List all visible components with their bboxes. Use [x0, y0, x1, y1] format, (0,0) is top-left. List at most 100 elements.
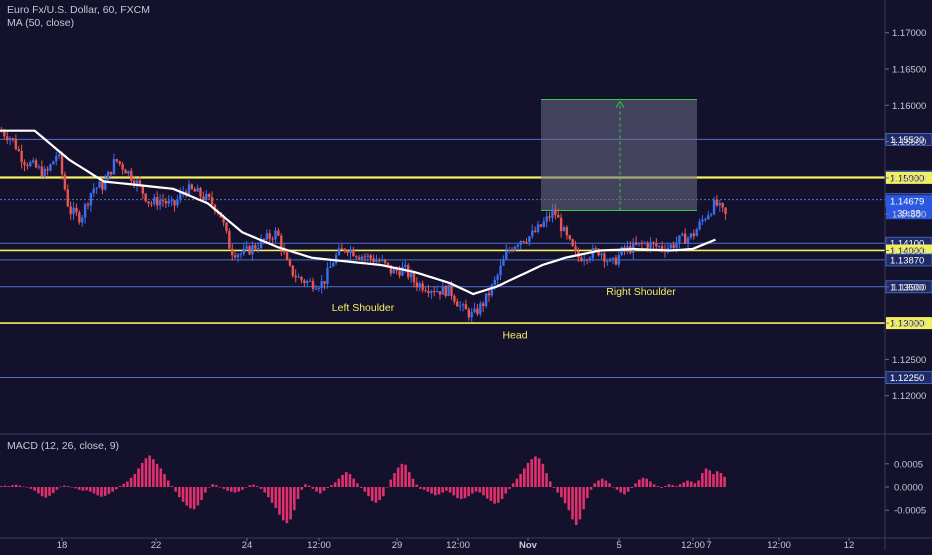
macd-bar [44, 487, 48, 498]
candle-body [314, 288, 318, 290]
macd-bar [522, 468, 526, 487]
macd-bar [656, 486, 660, 487]
macd-bar [545, 473, 548, 487]
candle-body [8, 138, 12, 141]
macd-bar [593, 483, 597, 487]
candle-body [643, 242, 646, 244]
candle-body [614, 257, 618, 265]
candle-body [346, 251, 349, 253]
macd-bar [426, 487, 430, 492]
candle-body [34, 160, 38, 168]
candle-body [167, 200, 170, 204]
candle-body [386, 262, 390, 266]
candle-body [531, 230, 534, 237]
macd-bar [478, 487, 482, 493]
candle-body [81, 217, 84, 223]
macd-bar [341, 474, 344, 487]
level-label: 1.12250 [890, 373, 924, 384]
candle-body [424, 290, 427, 292]
candle-body [519, 241, 522, 245]
candle-body [308, 280, 312, 282]
macd-bar [452, 487, 456, 496]
candle-body [297, 276, 300, 278]
target-zone [541, 99, 697, 211]
macd-bar [356, 483, 359, 487]
macd-bar [626, 487, 630, 492]
time-tick-label: 12:00 [307, 540, 331, 550]
candle-body [231, 248, 234, 256]
macd-bar [597, 480, 600, 487]
candle-body [69, 206, 72, 215]
macd-bar [170, 486, 174, 487]
candle-body [401, 266, 404, 276]
time-tick-label: 22 [151, 540, 162, 550]
candle-body [689, 233, 693, 238]
candle-body [709, 214, 713, 216]
macd-bar [500, 487, 504, 500]
candle-body [37, 166, 41, 168]
level-label: 1.13500 [890, 282, 924, 293]
macd-bar [233, 487, 237, 493]
macd-bar [548, 481, 552, 487]
countdown-label: 39:38 [897, 209, 921, 220]
candle-body [415, 282, 419, 288]
candle-body [210, 197, 214, 205]
candle-body [101, 181, 104, 190]
candle-body [528, 236, 531, 243]
macd-bar [586, 487, 589, 499]
time-tick-label: 5 [616, 540, 621, 550]
candle-body [582, 259, 586, 262]
candle-body [306, 280, 309, 284]
candle-body [698, 221, 701, 230]
macd-bar [144, 458, 148, 487]
macd-bar [574, 487, 578, 526]
candle-body [554, 209, 557, 215]
candle-body [40, 166, 44, 177]
candle-body [701, 219, 704, 222]
macd-bar [600, 478, 604, 487]
macd-bar [459, 487, 463, 500]
candle-body [294, 275, 297, 278]
candle-body [349, 249, 352, 253]
candle-body [233, 255, 237, 258]
candle-body [288, 259, 292, 266]
macd-bar [237, 487, 240, 492]
candle-body [112, 159, 116, 175]
candle-body [510, 249, 514, 251]
candle-body [106, 171, 110, 181]
candle-body [404, 265, 407, 267]
candle-body [329, 266, 332, 268]
macd-bar [318, 487, 322, 494]
current-price-badge [886, 195, 932, 220]
macd-bar [415, 484, 419, 487]
candle-body [176, 199, 179, 206]
candle-body [707, 215, 710, 220]
macd-bar [489, 487, 493, 501]
candle-body [135, 180, 139, 186]
candle-body [11, 138, 15, 140]
time-tick-label: Nov [519, 540, 538, 550]
candle-body [409, 272, 413, 278]
candle-body [92, 188, 95, 194]
macd-bar [148, 455, 151, 487]
candle-body [559, 217, 563, 232]
macd-bar [385, 487, 389, 488]
candle-body [479, 303, 482, 315]
candle-body [29, 162, 32, 167]
macd-bar [541, 463, 545, 487]
candle-body [52, 161, 55, 165]
macd-bar [437, 487, 441, 495]
macd-tick-label: 0.0005 [894, 459, 923, 470]
candle-body [490, 284, 494, 296]
current-price-label: 1.14679 [890, 197, 924, 208]
candle-body [274, 230, 277, 240]
candle-body [487, 293, 491, 296]
candle-body [470, 311, 473, 318]
macd-bar [686, 480, 689, 487]
macd-bar [307, 485, 311, 487]
candle-body [268, 233, 271, 239]
candle-body [571, 239, 574, 247]
macd-tick-label: -0.0005 [894, 506, 926, 517]
